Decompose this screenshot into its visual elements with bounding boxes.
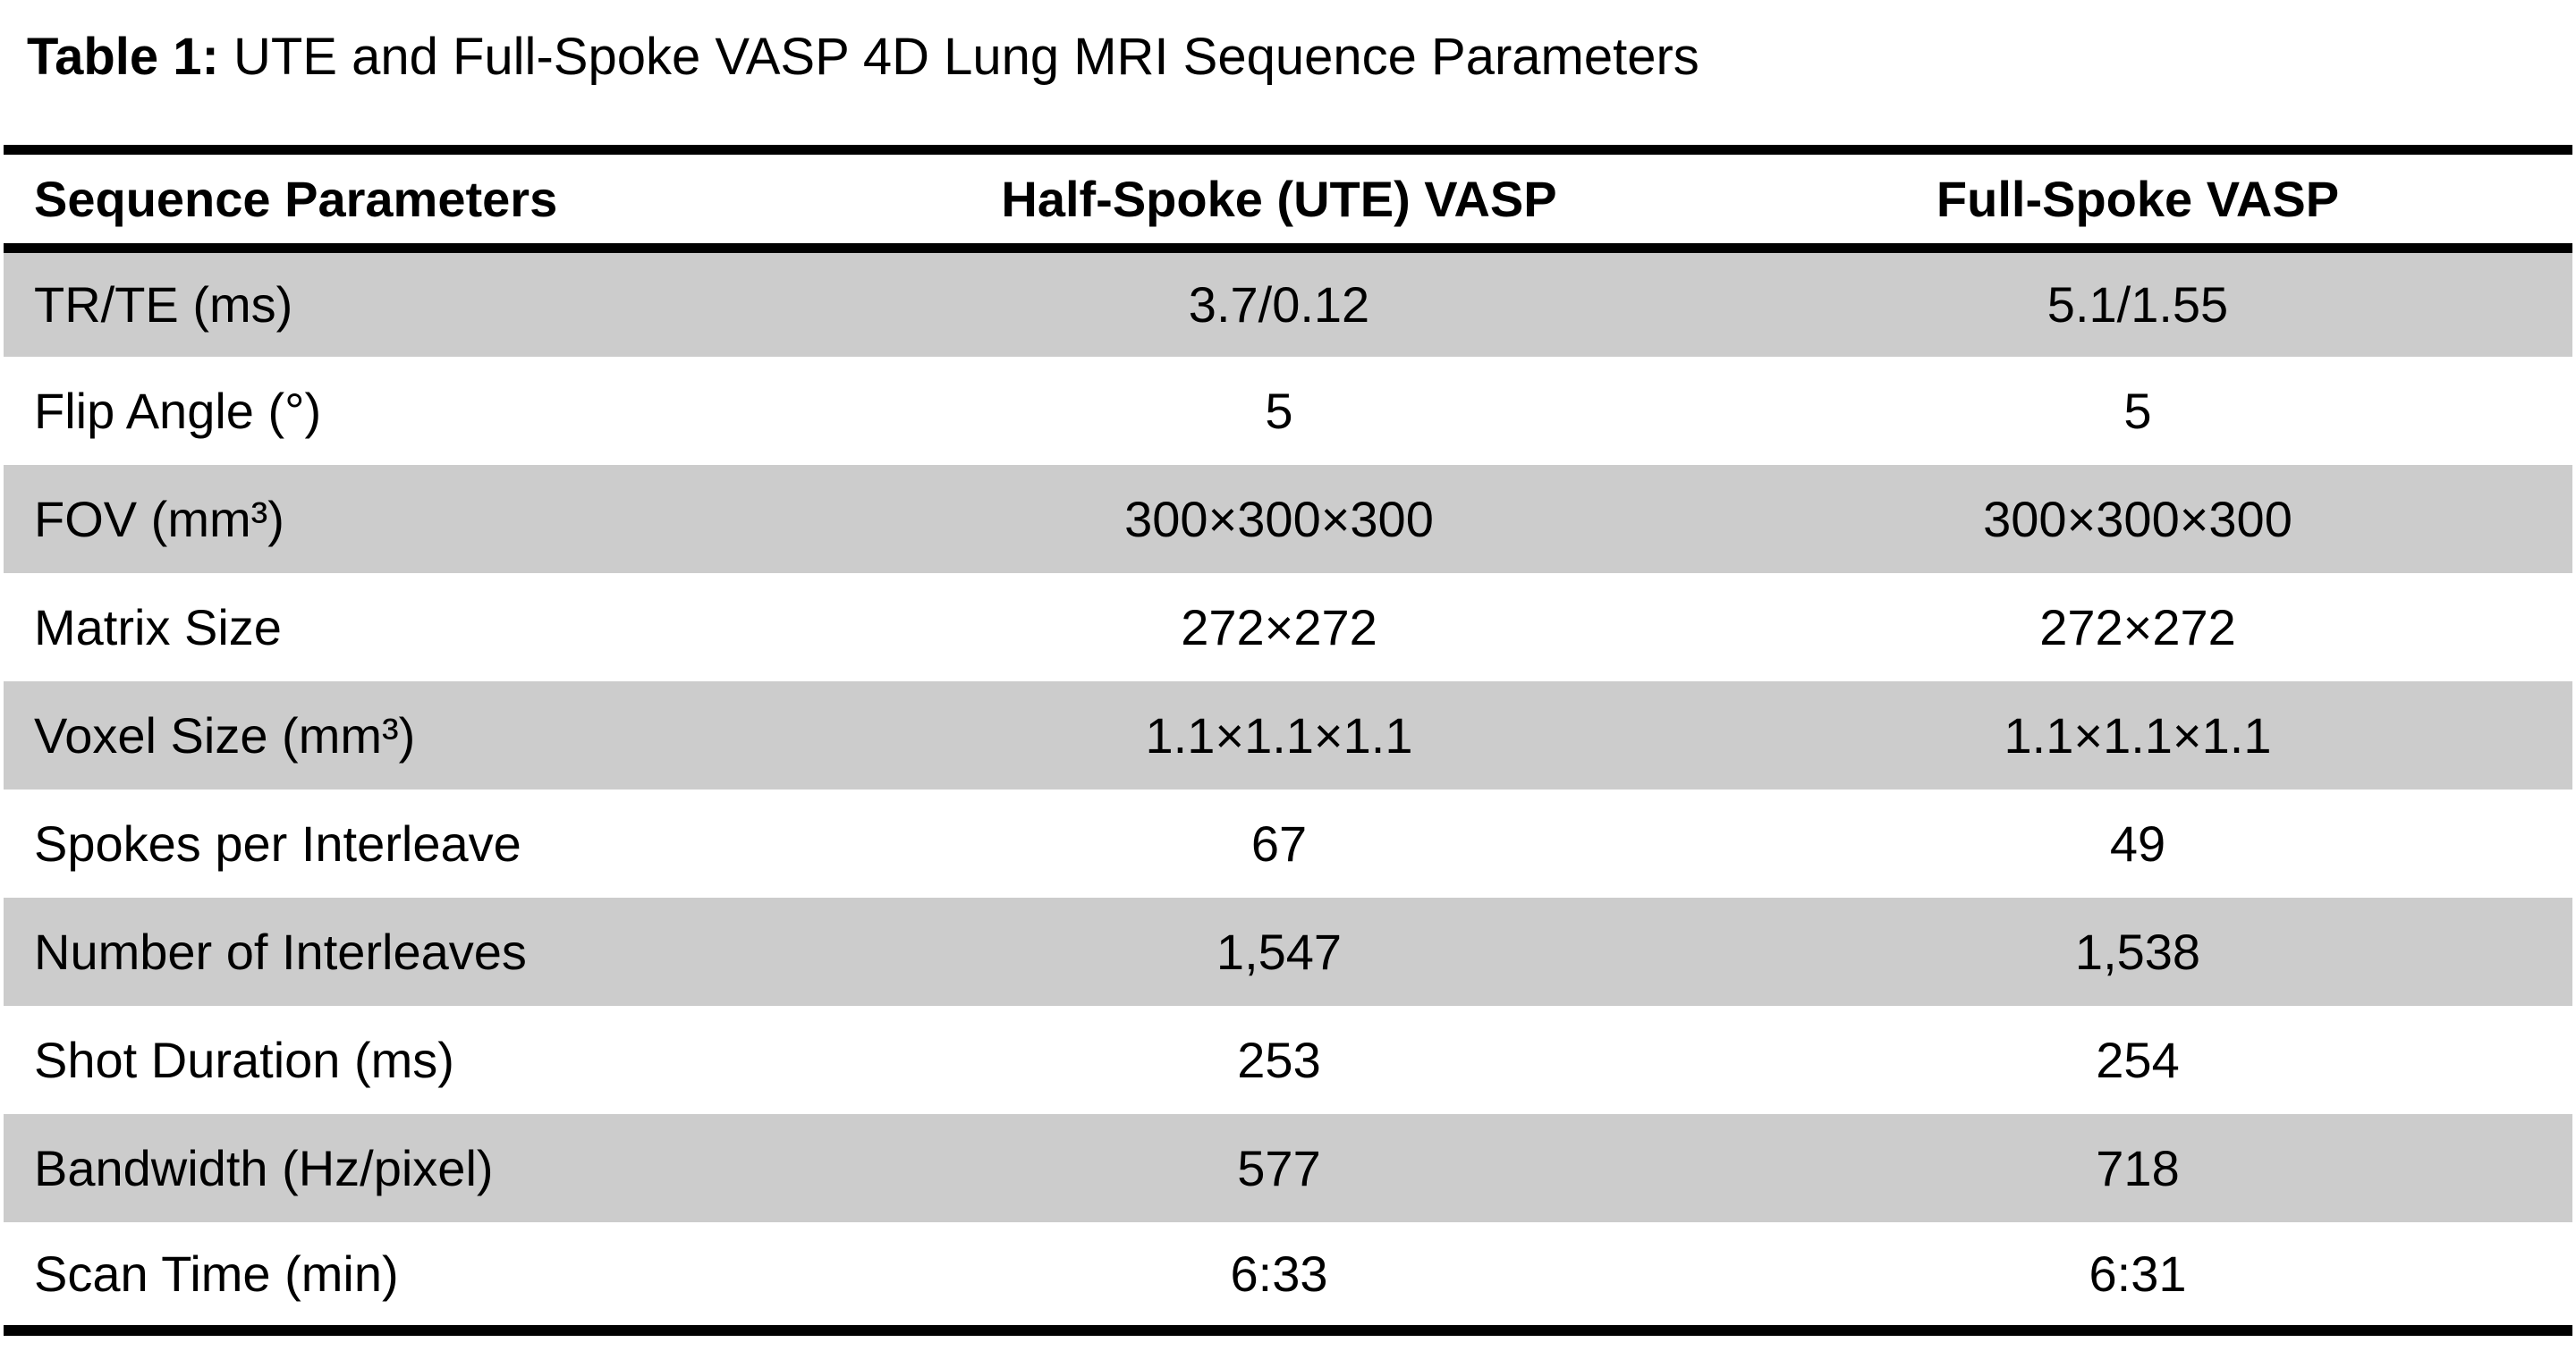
- header-row: Sequence Parameters Half-Spoke (UTE) VAS…: [4, 149, 2572, 249]
- param-cell: Shot Duration (ms): [34, 1031, 454, 1088]
- param-cell: Bandwidth (Hz/pixel): [34, 1139, 494, 1196]
- half-spoke-value-cell: 300×300×300: [1124, 490, 1434, 547]
- full-spoke-value-cell: 5.1/1.55: [2046, 276, 2229, 334]
- param-cell: FOV (mm³): [34, 490, 284, 547]
- table-row: FOV (mm³) 300×300×300 300×300×300: [4, 464, 2572, 573]
- full-spoke-value-cell: 1.1×1.1×1.1: [2004, 706, 2272, 764]
- table-caption-label: Table 1:: [27, 28, 219, 86]
- param-cell: Scan Time (min): [34, 1245, 399, 1302]
- table-row: Flip Angle (°) 5 5: [4, 356, 2572, 465]
- half-spoke-value-cell: 5: [1265, 382, 1293, 439]
- param-cell: Voxel Size (mm³): [34, 706, 416, 764]
- table-row: Spokes per Interleave 67 49: [4, 789, 2572, 898]
- full-spoke-value-cell: 718: [2096, 1139, 2180, 1196]
- table-row: Voxel Size (mm³) 1.1×1.1×1.1 1.1×1.1×1.1: [4, 680, 2572, 790]
- param-cell: Matrix Size: [34, 598, 282, 655]
- param-cell: Spokes per Interleave: [34, 815, 521, 872]
- full-spoke-value-cell: 6:31: [2089, 1245, 2187, 1302]
- full-spoke-value-cell: 1,538: [2074, 923, 2201, 980]
- full-spoke-value-cell: 49: [2109, 815, 2166, 872]
- half-spoke-value-cell: 272×272: [1181, 598, 1377, 655]
- full-spoke-value-cell: 5: [2123, 382, 2152, 439]
- table-row: Shot Duration (ms) 253 254: [4, 1005, 2572, 1114]
- half-spoke-value-cell: 253: [1237, 1031, 1321, 1088]
- full-spoke-value-cell: 300×300×300: [1983, 490, 2292, 547]
- table-body: TR/TE (ms) 3.7/0.12 5.1/1.55 Flip Angle …: [4, 248, 2572, 1330]
- table-row: Scan Time (min) 6:33 6:31: [4, 1221, 2572, 1330]
- half-spoke-value-cell: 1.1×1.1×1.1: [1145, 706, 1413, 764]
- header-cell-full-spoke-vasp: Full-Spoke VASP: [1936, 171, 2340, 227]
- param-cell: TR/TE (ms): [34, 276, 293, 334]
- table-header: Sequence Parameters Half-Spoke (UTE) VAS…: [4, 149, 2572, 249]
- table-row: Bandwidth (Hz/pixel) 577 718: [4, 1113, 2572, 1222]
- table-caption-text: UTE and Full-Spoke VASP 4D Lung MRI Sequ…: [218, 28, 1699, 86]
- table-row: Matrix Size 272×272 272×272: [4, 572, 2572, 681]
- half-spoke-value-cell: 1,547: [1216, 923, 1343, 980]
- half-spoke-value-cell: 6:33: [1230, 1245, 1328, 1302]
- header-cell-half-spoke-ute-vasp: Half-Spoke (UTE) VASP: [1001, 171, 1557, 227]
- header-cell-sequence-parameters: Sequence Parameters: [34, 171, 558, 227]
- table-row: Number of Interleaves 1,547 1,538: [4, 897, 2572, 1006]
- param-cell: Number of Interleaves: [34, 923, 527, 980]
- full-spoke-value-cell: 254: [2096, 1031, 2180, 1088]
- param-cell: Flip Angle (°): [34, 382, 322, 439]
- half-spoke-value-cell: 67: [1250, 815, 1308, 872]
- table-row: TR/TE (ms) 3.7/0.12 5.1/1.55: [4, 248, 2572, 357]
- sequence-parameters-table: Sequence Parameters Half-Spoke (UTE) VAS…: [4, 145, 2572, 1336]
- half-spoke-value-cell: 577: [1237, 1139, 1321, 1196]
- full-spoke-value-cell: 272×272: [2039, 598, 2236, 655]
- half-spoke-value-cell: 3.7/0.12: [1188, 276, 1370, 334]
- table-caption: Table 1: UTE and Full-Spoke VASP 4D Lung…: [0, 0, 2576, 145]
